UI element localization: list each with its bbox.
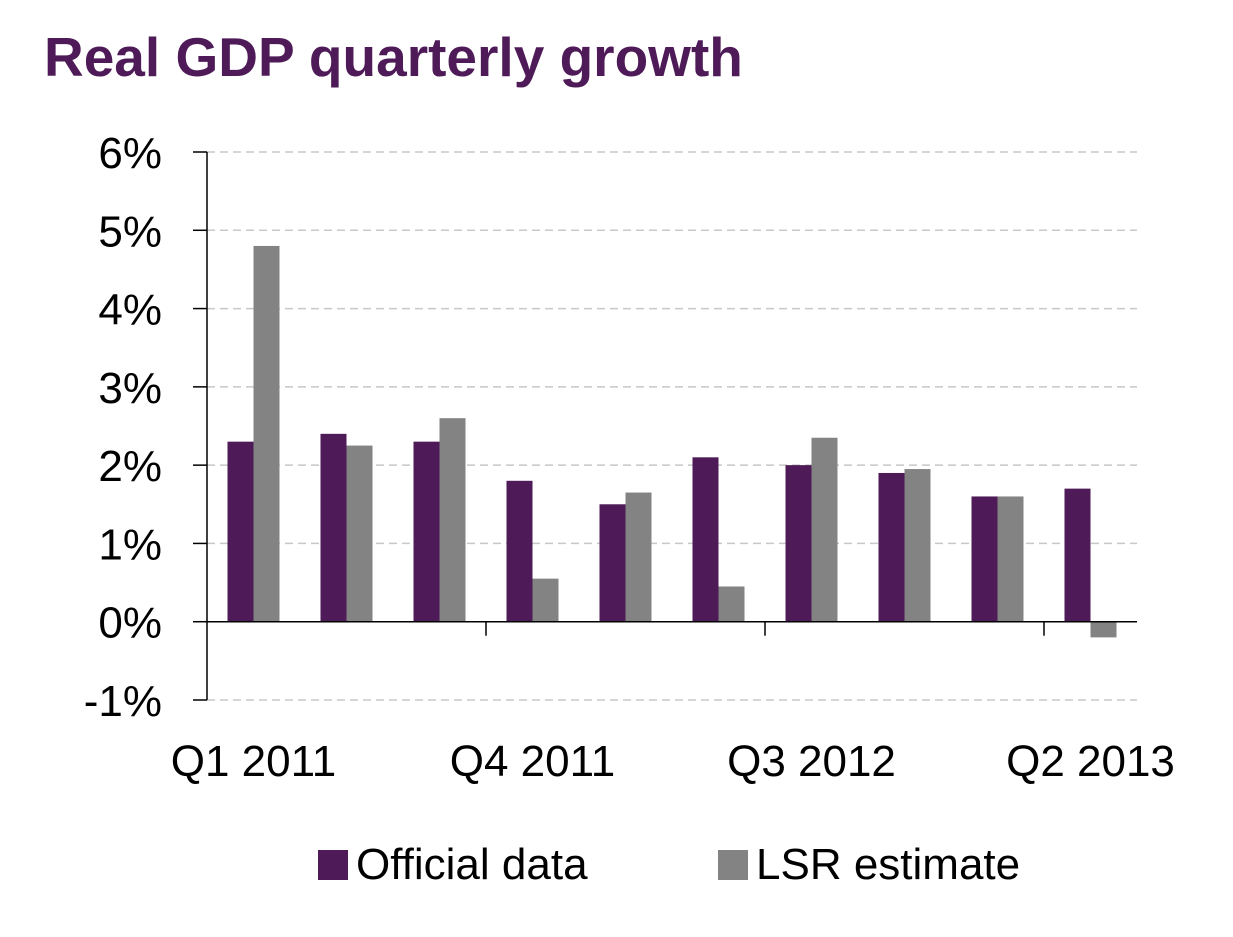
y-tick-label: 0%	[98, 599, 162, 648]
y-tick-label: 3%	[98, 364, 162, 413]
bar-lsr-estimate	[997, 496, 1024, 622]
x-tick-label: Q4 2011	[450, 737, 616, 786]
tick-labels: 6% 5% 4% 3% 2% 1% 0% -1%Q1 2011 Q4 2011 Q3 2012 Q2…	[84, 129, 1175, 786]
legend-swatch-lsr-estimate	[718, 850, 748, 880]
axes	[193, 151, 1137, 701]
legend-label-lsr-estimate: LSR estimate	[756, 840, 1021, 889]
bar-lsr-estimate	[625, 492, 652, 622]
bar-lsr-estimate	[904, 469, 931, 622]
bar-lsr-estimate	[532, 578, 559, 622]
bar-official-data	[506, 480, 533, 622]
bars	[227, 245, 1117, 638]
legend-swatch-official-data	[318, 850, 348, 880]
legend-label-official-data: Official data	[356, 840, 588, 889]
bar-official-data	[320, 433, 347, 622]
y-tick-label: 4%	[98, 286, 162, 335]
legend-item-lsr-estimate: LSR estimate	[718, 840, 1020, 890]
bar-official-data	[785, 465, 812, 622]
y-tick-label: 5%	[98, 207, 162, 256]
chart-title: Real GDP quarterly growth	[44, 26, 743, 88]
bar-official-data	[878, 472, 905, 622]
bar-lsr-estimate	[439, 418, 466, 622]
bar-lsr-estimate	[811, 437, 838, 622]
x-tick-label: Q1 2011	[171, 737, 337, 786]
bar-lsr-estimate	[346, 445, 373, 622]
bar-official-data	[599, 504, 626, 622]
bar-official-data	[692, 457, 719, 622]
y-tick-label: 2%	[98, 442, 162, 491]
x-tick-label: Q2 2013	[1006, 737, 1175, 786]
bar-official-data	[413, 441, 440, 622]
bar-lsr-estimate	[718, 586, 745, 622]
bar-official-data	[1064, 488, 1091, 622]
legend-item-official-data: Official data	[318, 840, 588, 890]
bar-official-data	[227, 441, 254, 622]
y-tick-label: -1%	[84, 677, 162, 726]
bar-lsr-estimate	[253, 245, 280, 622]
y-tick-label: 6%	[98, 129, 162, 178]
bar-official-data	[971, 496, 998, 622]
bar-lsr-estimate	[1090, 621, 1117, 638]
x-tick-label: Q3 2012	[727, 737, 896, 786]
y-tick-label: 1%	[98, 520, 162, 569]
